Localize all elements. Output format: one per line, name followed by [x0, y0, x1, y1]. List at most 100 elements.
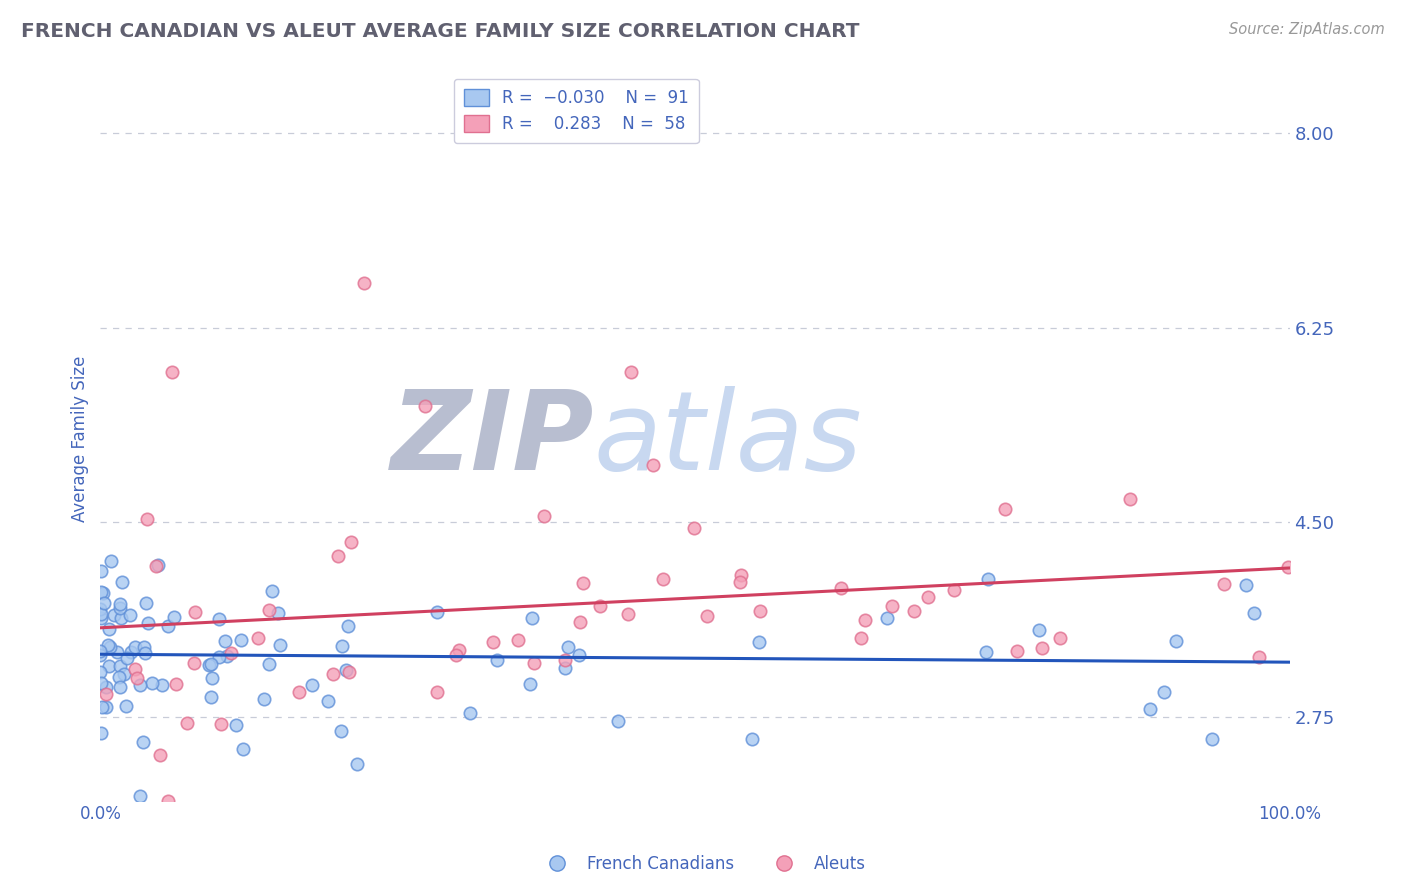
Point [219, 646, 242, 660]
Point [520, 611, 543, 625]
Point [150, 678, 173, 692]
Point [830, 581, 852, 595]
Point [318, 694, 340, 708]
Point [229, 632, 252, 647]
Point [481, 635, 503, 649]
Point [413, 399, 436, 413]
Point [337, 619, 360, 633]
Point [90, 585, 112, 599]
Point [89, 665, 111, 680]
Point [108, 600, 131, 615]
Point [91, 586, 114, 600]
Point [589, 599, 612, 613]
Point [157, 619, 180, 633]
Point [1277, 560, 1299, 574]
Point [97, 623, 120, 637]
Point [748, 634, 770, 648]
Point [903, 605, 925, 619]
Point [259, 657, 281, 672]
Point [184, 606, 207, 620]
Point [506, 633, 529, 648]
Point [103, 608, 125, 623]
Point [136, 616, 159, 631]
Point [98, 640, 121, 655]
Point [853, 613, 876, 627]
Point [728, 574, 751, 589]
Point [880, 599, 903, 614]
Point [247, 631, 270, 645]
Point [523, 657, 546, 671]
Point [533, 509, 555, 524]
Point [209, 717, 232, 731]
Point [519, 677, 541, 691]
Point [943, 583, 966, 598]
Point [225, 718, 247, 732]
Legend: French Canadians, Aleuts: French Canadians, Aleuts [533, 848, 873, 880]
Point [253, 692, 276, 706]
Point [1234, 578, 1257, 592]
Point [93, 596, 115, 610]
Point [232, 742, 254, 756]
Point [1049, 631, 1071, 645]
Legend: R =  −0.030    N =  91, R =    0.283    N =  58: R = −0.030 N = 91, R = 0.283 N = 58 [454, 78, 699, 144]
Text: Source: ZipAtlas.com: Source: ZipAtlas.com [1229, 22, 1385, 37]
Point [606, 714, 628, 729]
Point [91, 700, 114, 714]
Point [1007, 643, 1029, 657]
Point [288, 685, 311, 699]
Point [568, 648, 591, 662]
Point [108, 680, 131, 694]
Y-axis label: Average Family Size: Average Family Size [72, 356, 89, 522]
Point [1153, 685, 1175, 699]
Point [329, 723, 352, 738]
Point [97, 659, 120, 673]
Point [108, 597, 131, 611]
Point [554, 653, 576, 667]
Point [163, 609, 186, 624]
Point [917, 590, 939, 604]
Point [118, 607, 141, 622]
Point [730, 567, 752, 582]
Point [136, 512, 159, 526]
Point [115, 650, 138, 665]
Point [134, 646, 156, 660]
Point [115, 699, 138, 714]
Point [1119, 492, 1142, 507]
Point [1166, 633, 1188, 648]
Point [214, 634, 236, 648]
Point [110, 611, 132, 625]
Point [643, 458, 665, 472]
Point [337, 665, 360, 680]
Point [322, 667, 344, 681]
Point [141, 676, 163, 690]
Text: ZIP: ZIP [391, 385, 593, 492]
Point [1139, 702, 1161, 716]
Point [976, 572, 998, 586]
Point [269, 638, 291, 652]
Point [557, 640, 579, 654]
Point [124, 662, 146, 676]
Text: FRENCH CANADIAN VS ALEUT AVERAGE FAMILY SIZE CORRELATION CHART: FRENCH CANADIAN VS ALEUT AVERAGE FAMILY … [21, 22, 859, 41]
Point [335, 663, 357, 677]
Point [301, 678, 323, 692]
Point [100, 554, 122, 568]
Point [749, 605, 772, 619]
Point [572, 576, 595, 591]
Point [112, 667, 135, 681]
Point [208, 611, 231, 625]
Point [328, 549, 350, 564]
Point [444, 648, 467, 662]
Point [89, 644, 111, 658]
Point [330, 639, 353, 653]
Point [90, 611, 112, 625]
Point [426, 605, 449, 619]
Point [1249, 650, 1271, 665]
Point [617, 607, 640, 622]
Point [1243, 606, 1265, 620]
Point [994, 501, 1017, 516]
Point [90, 676, 112, 690]
Point [124, 640, 146, 654]
Point [460, 706, 482, 720]
Point [849, 632, 872, 646]
Point [568, 615, 591, 629]
